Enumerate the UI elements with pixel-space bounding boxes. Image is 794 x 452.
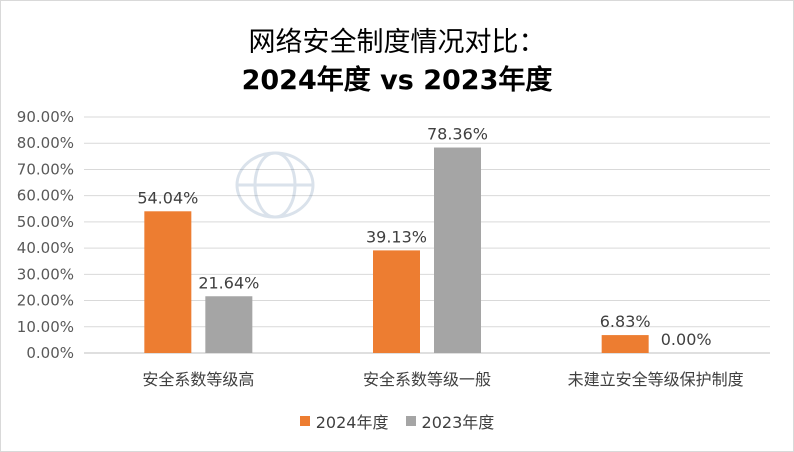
data-label: 6.83%	[600, 312, 651, 331]
y-tick-label: 10.00%	[17, 318, 74, 336]
data-label: 78.36%	[427, 125, 488, 144]
legend: 2024年度 2023年度	[0, 409, 794, 433]
chart-title: 网络安全制度情况对比：	[248, 27, 546, 58]
bar	[434, 147, 481, 353]
legend-item-2024: 2024年度	[299, 409, 389, 433]
x-tick-label: 安全系数等级高	[142, 370, 254, 389]
legend-swatch-2023	[405, 416, 416, 426]
y-tick-label: 60.00%	[17, 187, 74, 205]
bar	[373, 250, 420, 353]
y-tick-label: 70.00%	[17, 160, 74, 178]
x-tick-label: 未建立安全等级保护制度	[568, 370, 744, 389]
bar	[144, 211, 192, 353]
y-tick-label: 80.00%	[17, 134, 74, 152]
data-label: 54.04%	[137, 188, 198, 207]
y-tick-label: 50.00%	[17, 213, 74, 231]
y-tick-label: 90.00%	[17, 108, 74, 126]
bar	[205, 296, 253, 353]
data-label: 39.13%	[366, 227, 427, 246]
data-label: 21.64%	[198, 273, 259, 292]
data-label: 0.00%	[661, 330, 712, 349]
bar	[601, 335, 649, 353]
chart-subtitle: 2024年度 vs 2023年度	[241, 65, 553, 96]
y-tick-label: 0.00%	[26, 344, 74, 362]
y-tick-label: 20.00%	[17, 292, 74, 310]
x-tick-label: 安全系数等级一般	[363, 370, 491, 389]
legend-label-2024: 2024年度	[315, 413, 389, 432]
legend-swatch-2024	[299, 416, 310, 426]
legend-label-2023: 2023年度	[421, 413, 495, 432]
y-tick-label: 40.00%	[17, 239, 74, 257]
y-tick-label: 30.00%	[17, 265, 74, 283]
legend-item-2023: 2023年度	[405, 409, 495, 433]
